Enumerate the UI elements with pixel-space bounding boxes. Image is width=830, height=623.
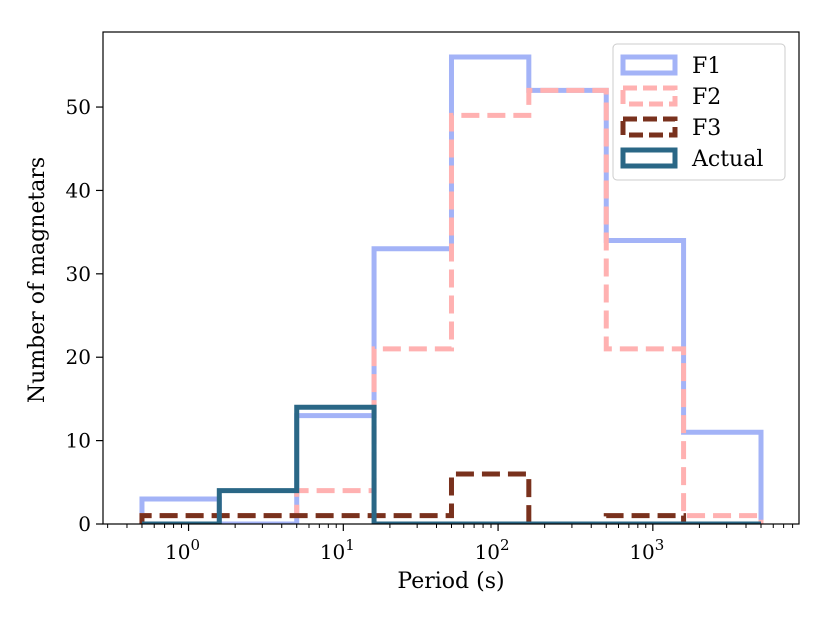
x-tick-label: 103 [629,536,664,564]
legend: F1 F2 F3 Actual [612,43,786,181]
legend-swatch-f1 [620,54,678,76]
legend-swatch-f2 [620,85,678,107]
legend-label-f2: F2 [692,85,721,110]
y-tick-label: 50 [66,95,91,119]
legend-swatch-f3 [620,116,678,138]
y-axis: 0 10 20 30 40 50 [66,95,103,536]
x-tick-label: 101 [320,536,355,564]
legend-box [612,43,786,181]
x-tick-exponent: 1 [345,536,355,554]
y-tick-label: 0 [78,512,91,536]
series-group [139,54,764,524]
legend-label-actual: Actual [691,147,763,172]
x-tick-exponent: 2 [500,536,510,554]
series-actual-outline [141,404,761,524]
x-tick-label: 100 [165,536,200,564]
legend-swatch-actual [620,147,678,169]
y-tick-label: 30 [66,262,91,286]
legend-label-f3: F3 [692,116,721,141]
x-tick-exponent: 0 [191,536,201,554]
x-tick-label: 102 [475,536,510,564]
y-tick-label: 20 [66,345,91,369]
x-axis-title: Period (s) [397,569,504,594]
x-axis: 100 101 102 103 [107,524,794,564]
y-tick-label: 40 [66,178,91,202]
series-f3-outline [139,471,761,524]
legend-label-f1: F1 [692,54,721,79]
y-axis-title: Number of magnetars [25,157,50,403]
y-tick-label: 10 [66,429,91,453]
x-tick-exponent: 3 [655,536,665,554]
